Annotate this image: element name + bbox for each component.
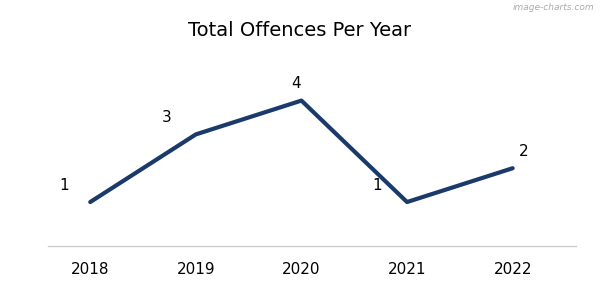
Text: 1: 1 bbox=[59, 178, 68, 193]
Text: 2: 2 bbox=[518, 144, 528, 159]
Text: image-charts.com: image-charts.com bbox=[512, 3, 594, 12]
Text: Total Offences Per Year: Total Offences Per Year bbox=[188, 21, 412, 40]
Text: 1: 1 bbox=[373, 178, 382, 193]
Text: 3: 3 bbox=[161, 110, 171, 125]
Text: 4: 4 bbox=[292, 76, 301, 91]
